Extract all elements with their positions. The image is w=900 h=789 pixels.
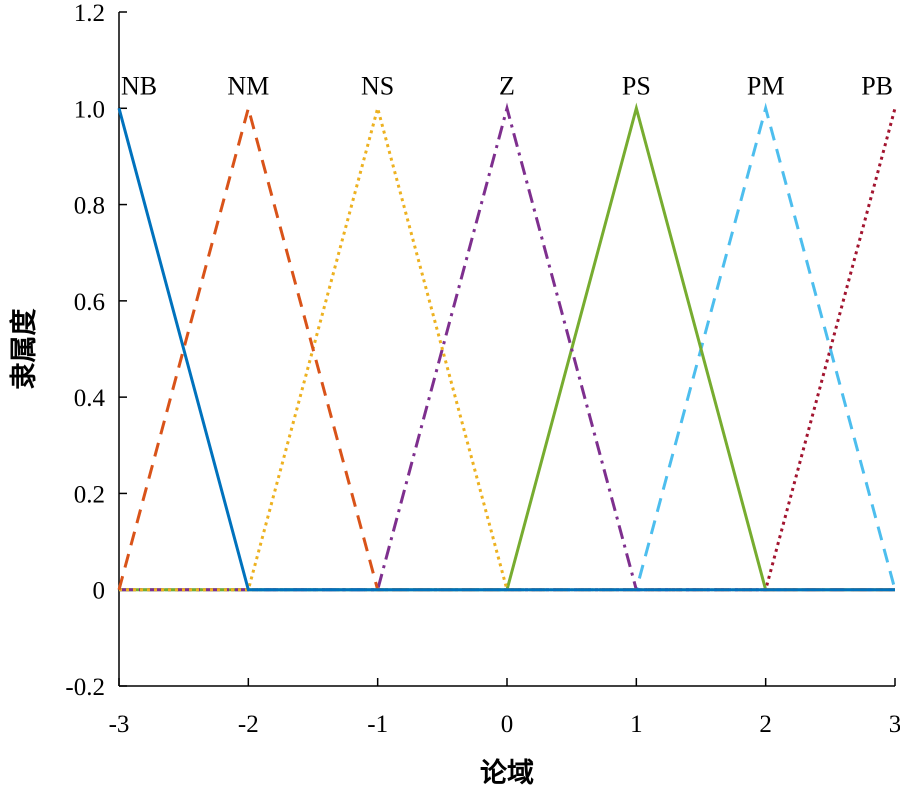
x-axis-title: 论域 [480, 758, 534, 789]
series-label-nm: NM [227, 71, 269, 100]
y-tick-label: -0.2 [65, 674, 105, 701]
series-line-pb [119, 107, 897, 592]
series-label-z: Z [499, 71, 515, 100]
y-tick-label: 0.8 [74, 193, 105, 220]
x-tick-label: 1 [630, 711, 643, 738]
series-label-nb: NB [121, 71, 157, 100]
x-tick-label: -2 [238, 711, 259, 738]
x-tick-label: 3 [889, 711, 900, 738]
x-tick-label: 0 [501, 711, 514, 738]
ticks: 1.2 1.0 0.8 0.6 0.4 0.2 0 -0.2-3 -2 -1 0 1 2 3 [65, 0, 900, 738]
series-group [117, 102, 897, 592]
x-tick-label: -3 [109, 711, 130, 738]
y-tick-label: 0.2 [74, 481, 105, 508]
series-line-nm [117, 102, 895, 592]
series-line-nb [117, 107, 895, 592]
x-tick-label: -1 [367, 711, 388, 738]
series-line-pm [119, 102, 897, 592]
y-tick-label: 0.4 [74, 385, 106, 412]
y-tick-label: 1.2 [74, 0, 105, 27]
series-labels: NB NM NS Z PS PM PB [121, 71, 893, 100]
series-label-ns: NS [361, 71, 394, 100]
series-label-pb: PB [861, 71, 893, 100]
y-tick-label: 0.6 [74, 289, 105, 316]
series-line-z [119, 102, 895, 592]
y-tick-label: 0 [93, 578, 106, 605]
x-tick-label: 2 [759, 711, 772, 738]
y-axis-title: 隶属度 [8, 309, 40, 390]
series-line-ns [119, 102, 895, 592]
y-tick-label: 1.0 [74, 96, 105, 123]
series-line-ps [119, 102, 895, 592]
series-label-pm: PM [747, 71, 785, 100]
series-label-ps: PS [622, 71, 651, 100]
